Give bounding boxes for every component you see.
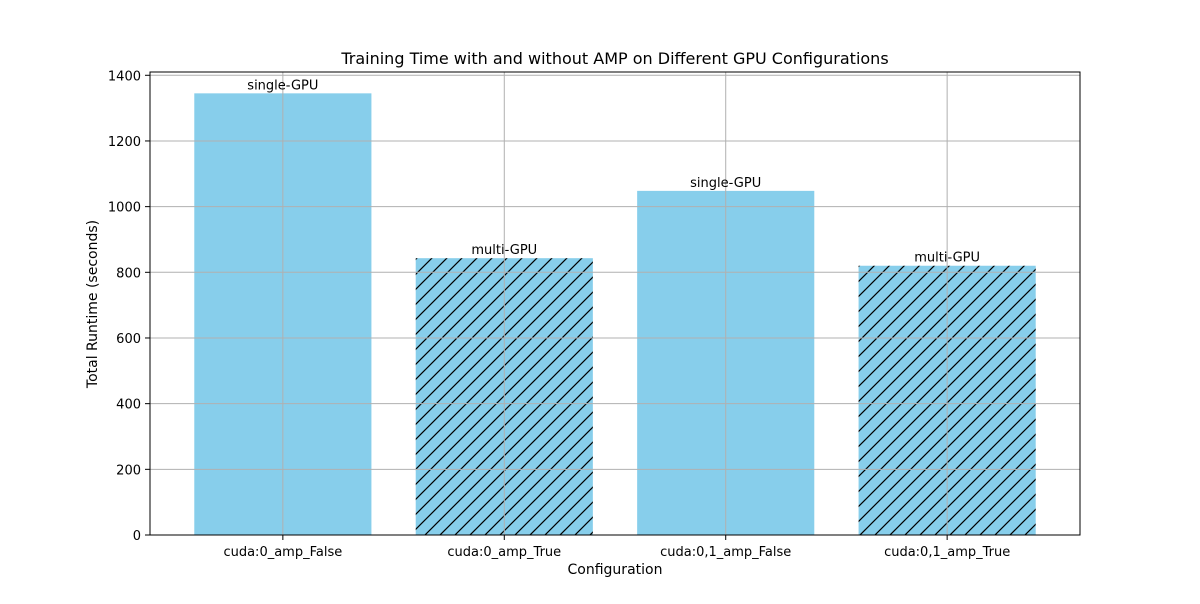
axes [149, 71, 1081, 536]
y-tick-label: 400 [116, 398, 141, 413]
y-tick-label: 1400 [108, 69, 141, 84]
x-tick-label: cuda:0_amp_True [447, 545, 561, 560]
bar-labels: single-GPU multi-GPU single-GPU multi-GPU [247, 78, 980, 265]
y-tick-label: 600 [116, 332, 141, 347]
bar-label: single-GPU [690, 176, 761, 191]
bar-label: multi-GPU [471, 243, 537, 258]
chart-title: Training Time with and without AMP on Di… [340, 49, 888, 68]
y-tick-label: 1000 [108, 201, 141, 216]
bar-label: multi-GPU [914, 251, 980, 266]
y-tick-label: 800 [116, 266, 141, 281]
y-ticks: 0 200 400 600 800 1000 1200 1400 [108, 69, 150, 544]
x-tick-label: cuda:0,1_amp_True [884, 545, 1010, 560]
x-tick-label: cuda:0,1_amp_False [660, 545, 791, 560]
x-ticks: cuda:0_amp_False cuda:0_amp_True cuda:0,1_… [223, 535, 1010, 560]
y-tick-label: 1200 [108, 135, 141, 150]
bar-label: single-GPU [247, 78, 318, 93]
x-tick-label: cuda:0_amp_False [223, 545, 342, 560]
y-axis-label: Total Runtime (seconds) [85, 220, 101, 389]
x-axis-label: Configuration [568, 562, 663, 578]
y-tick-label: 0 [133, 529, 141, 544]
plot-frame [149, 71, 1081, 536]
bars [194, 93, 1036, 536]
y-tick-label: 200 [116, 463, 141, 478]
